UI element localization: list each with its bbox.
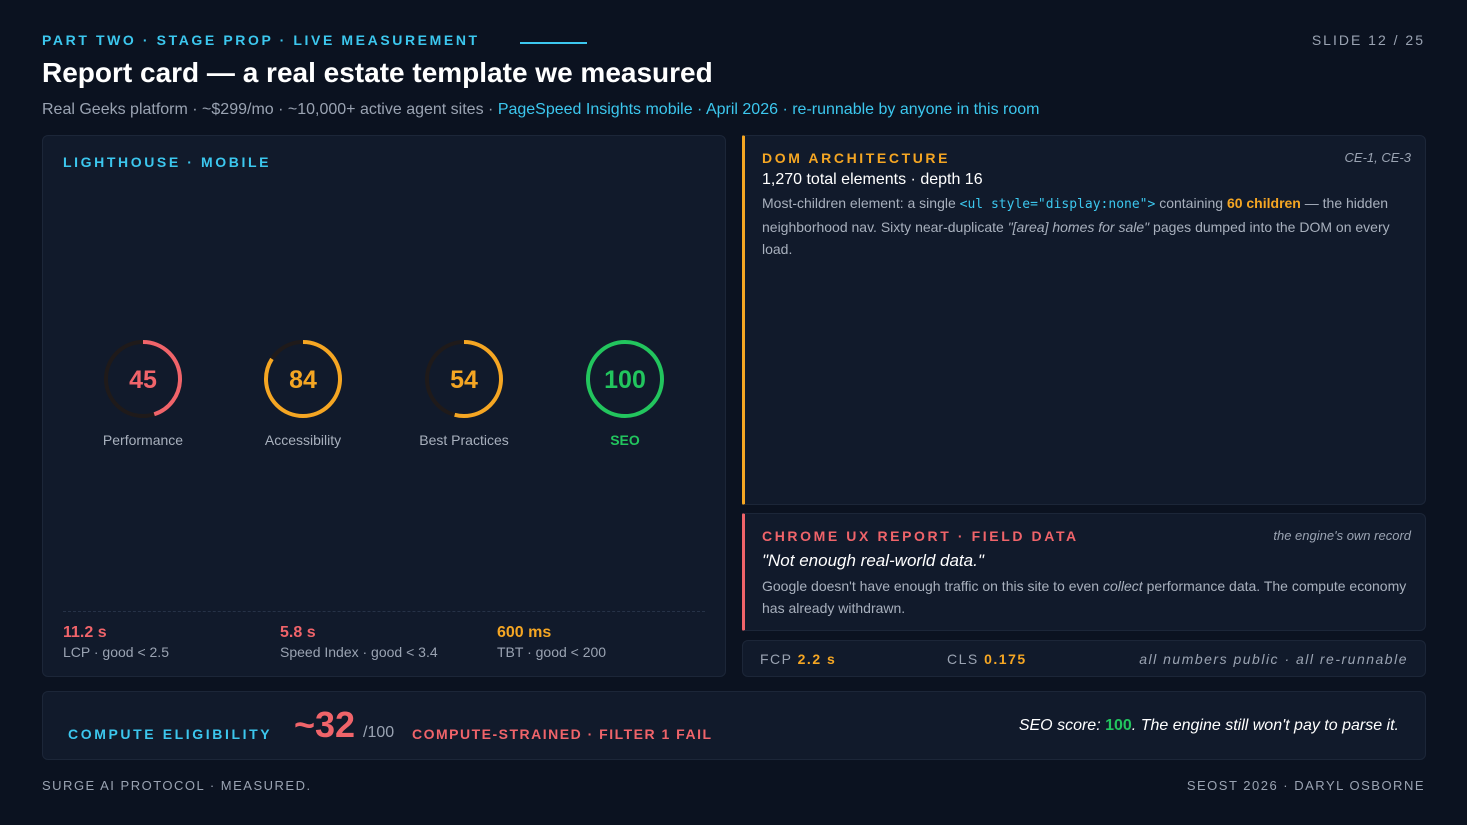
panel-title: DOM ARCHITECTURE — [762, 150, 951, 166]
quote: "Not enough real-world data." — [762, 551, 984, 570]
metric-label: TBT · good < 200 — [497, 644, 607, 660]
dom-panel: DOM ARCHITECTURE CE-1, CE-3 1,270 total … — [742, 135, 1426, 505]
body: Most-children element: a single <ul styl… — [762, 192, 1412, 260]
code: <ul style="display:none"> — [959, 197, 1156, 212]
gauge-label: Performance — [103, 432, 183, 448]
metric-label: LCP · good < 2.5 — [63, 644, 169, 660]
text: . The engine still won't pay to parse it… — [1131, 717, 1399, 734]
text: containing — [1159, 195, 1224, 211]
gauge-label: Accessibility — [265, 432, 341, 448]
text: Google doesn't have enough traffic on th… — [762, 578, 1100, 594]
cls: CLS 0.175 — [947, 651, 1027, 667]
subtitle-highlight: PageSpeed Insights mobile · April 2026 ·… — [497, 101, 1040, 118]
crux-panel: CHROME UX REPORT · FIELD DATA the engine… — [742, 513, 1426, 631]
text: — the hidden neighborhood nav. Sixty nea… — [762, 195, 1389, 235]
metric-value: 600 ms — [497, 624, 552, 641]
gauge-label: Best Practices — [419, 432, 508, 448]
footer-left: SURGE AI PROTOCOL · MEASURED. — [42, 778, 312, 793]
gauge-score: 45 — [129, 366, 157, 394]
label: FCP — [760, 651, 793, 667]
gauge-score: 100 — [604, 366, 646, 394]
metric-value: 5.8 s — [280, 624, 316, 641]
emphasis: 60 children — [1226, 195, 1301, 211]
subtitle: Real Geeks platform · ~$299/mo · ~10,000… — [42, 101, 1039, 119]
body: Google doesn't have enough traffic on th… — [762, 575, 1412, 619]
note: all numbers public · all re-runnable — [1139, 651, 1408, 667]
gauge-arc — [586, 340, 664, 418]
label: CLS — [947, 651, 979, 667]
quote: "[area] homes for sale" — [1007, 219, 1150, 235]
emphasis: collect — [1102, 578, 1143, 594]
gauge-arc — [264, 340, 342, 418]
eyebrow: PART TWO · STAGE PROP · LIVE MEASUREMENT — [42, 32, 480, 48]
gauge-arc — [425, 340, 503, 418]
headline: 1,270 total elements · depth 16 — [762, 171, 983, 188]
note: the engine's own record — [1273, 528, 1411, 543]
metric-label: Speed Index · good < 3.4 — [280, 644, 438, 660]
divider — [63, 611, 705, 612]
value: 2.2 s — [797, 651, 837, 667]
text: SEO score: — [1018, 717, 1101, 734]
gauge-score: 84 — [289, 366, 317, 394]
refs: CE-1, CE-3 — [1344, 150, 1411, 165]
compute-bar: COMPUTE ELIGIBILITY ~32 /100 COMPUTE-STR… — [42, 691, 1426, 760]
text: pages dumped into the DOM on every load. — [762, 219, 1390, 257]
text: performance data. The compute economy ha… — [762, 578, 1407, 616]
gauges: 45 Performance 84 Accessibility 54 Best Pract… — [103, 340, 664, 448]
fcp: FCP 2.2 s — [760, 651, 836, 667]
verdict: SEO score: 100. The engine still won't p… — [1019, 717, 1399, 735]
gauge-arc — [104, 340, 182, 418]
metric-value: 11.2 s — [63, 624, 107, 641]
compute-title: COMPUTE ELIGIBILITY — [68, 726, 273, 742]
panel-title: CHROME UX REPORT · FIELD DATA — [762, 528, 1079, 544]
gauge-label: SEO — [610, 432, 640, 448]
compute-scale: /100 — [363, 724, 395, 741]
panel-title: LIGHTHOUSE · MOBILE — [63, 154, 272, 170]
compute-score: ~32 — [294, 704, 356, 745]
subtitle-text: Real Geeks platform · ~$299/mo · ~10,000… — [42, 101, 494, 118]
value: 0.175 — [984, 651, 1027, 667]
gauge-score: 54 — [450, 366, 478, 394]
rule — [520, 42, 587, 44]
footer-right: SEOST 2026 · DARYL OSBORNE — [1186, 778, 1425, 793]
emphasis: 100 — [1105, 717, 1132, 734]
compute-status: COMPUTE-STRAINED · FILTER 1 FAIL — [412, 726, 713, 742]
text: Most-children element: a single — [762, 195, 956, 211]
slide-number: SLIDE 12 / 25 — [1311, 32, 1425, 48]
field-metrics: FCP 2.2 s CLS 0.175 all numbers public ·… — [742, 640, 1426, 677]
title: Report card — a real estate template we … — [42, 57, 713, 88]
lighthouse-panel: LIGHTHOUSE · MOBILE 45 Performance 84 Acces… — [42, 135, 726, 677]
